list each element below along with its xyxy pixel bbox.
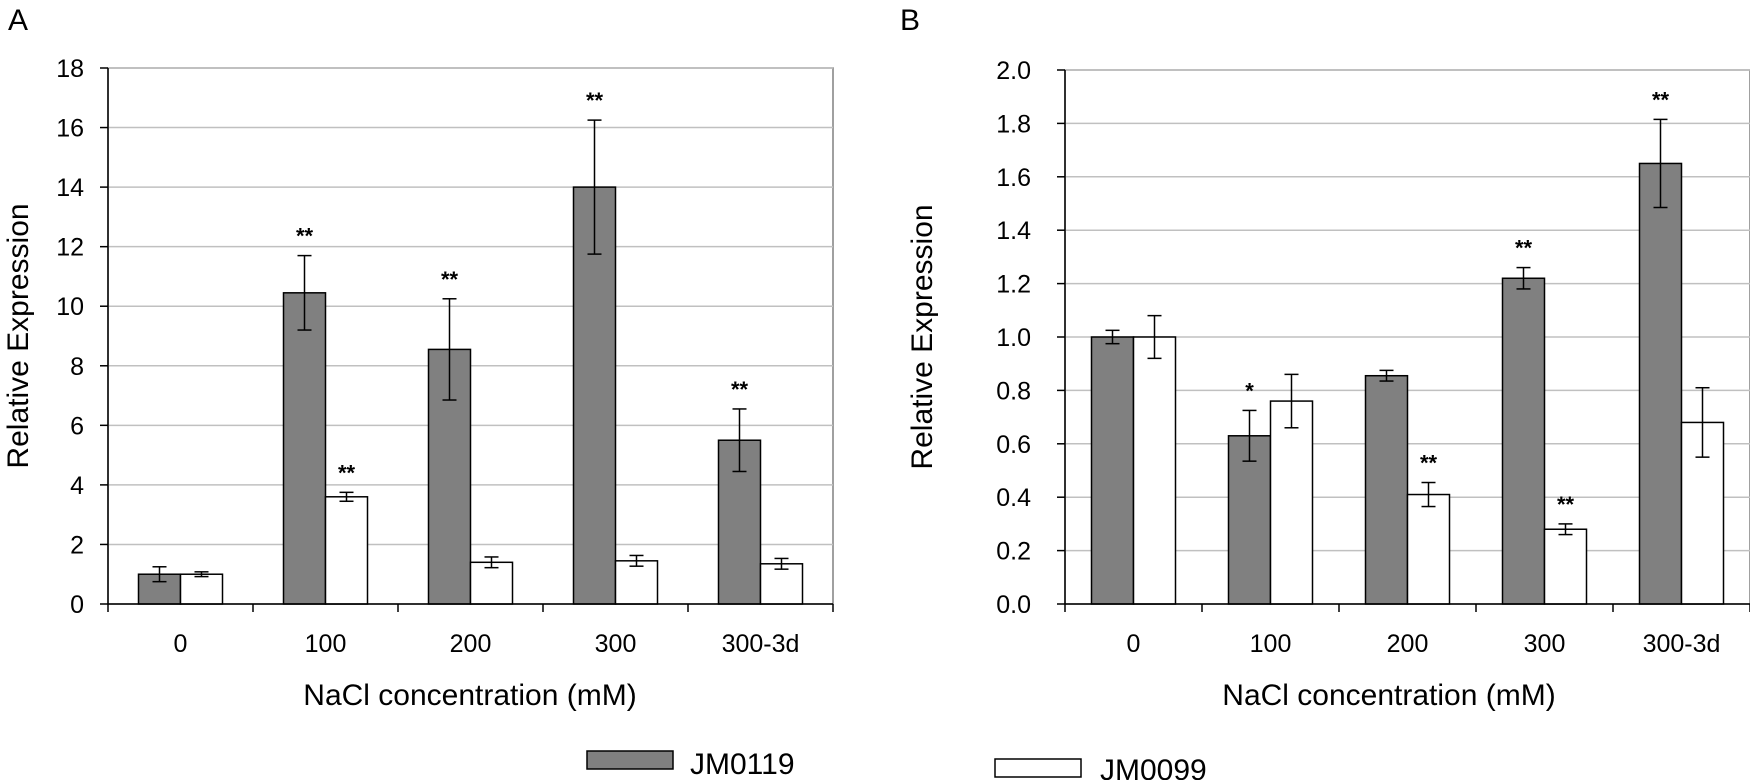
plot-a-significance-jm0119: ** <box>296 224 314 249</box>
panel-label-b: B <box>900 4 920 37</box>
plot-a-bar-jm0099-200 <box>469 561 514 605</box>
plot-b-xtick-label: 200 <box>1387 630 1429 658</box>
legend-label-jm0119: JM0119 <box>690 748 795 780</box>
legend: JM0119 JM0099 <box>586 748 1207 780</box>
panel-label-a: A <box>8 4 28 37</box>
plot-a-ytick-label: 12 <box>56 234 84 262</box>
plot-b-ytick-label: 1.6 <box>996 164 1031 192</box>
plot-b-ytick-label: 1.4 <box>996 217 1031 245</box>
plot-a-x-axis-title: NaCl concentration (mM) <box>303 679 636 712</box>
plot-b-ytick-label: 1.8 <box>996 110 1031 138</box>
plot-a-xtick-label: 300-3d <box>722 630 800 658</box>
plot-a-significance-jm0099: ** <box>338 460 356 485</box>
plot-b-significance-jm0099: ** <box>1557 492 1575 517</box>
plot-a-ytick-label: 8 <box>70 353 84 381</box>
plot-b-ytick-label: 0.8 <box>996 377 1031 405</box>
plot-b-bar-jm0119-300-3d <box>1638 162 1683 605</box>
plot-a-ytick-label: 16 <box>56 115 84 143</box>
plot-b-significance-jm0119: ** <box>1515 236 1533 261</box>
plot-b-ytick-label: 0.6 <box>996 431 1031 459</box>
plot-b-xtick-label: 0 <box>1127 630 1141 658</box>
plot-b-ytick-label: 2.0 <box>996 57 1031 85</box>
plot-a-bar-jm0099-100 <box>324 496 369 605</box>
plot-a-xtick-label: 200 <box>450 630 492 658</box>
plot-b-xtick-label: 100 <box>1250 630 1292 658</box>
plot-a-bar-jm0119-100 <box>282 292 327 605</box>
plot-b-ytick-label: 0.0 <box>996 591 1031 619</box>
plot-a-significance-jm0119: ** <box>441 267 459 292</box>
legend-label-jm0099: JM0099 <box>1100 754 1207 780</box>
plot-a-ytick-label: 10 <box>56 293 84 321</box>
legend-swatch-jm0099 <box>994 758 1082 778</box>
plot-b-x-axis-title: NaCl concentration (mM) <box>1222 679 1555 712</box>
plot-a-ytick-label: 18 <box>56 55 84 83</box>
plot-a-bar-jm0099-300 <box>614 560 659 605</box>
plot-b-ytick-label: 1.2 <box>996 271 1031 299</box>
plot-a-ytick-label: 2 <box>70 531 84 559</box>
plot-a-xtick-label: 0 <box>174 630 188 658</box>
plot-b-y-axis-title: Relative Expression <box>906 204 939 469</box>
plot-b-bar-jm0099-0 <box>1132 336 1177 605</box>
plot-a-significance-jm0119: ** <box>586 88 604 113</box>
plot-a-bar-jm0099-300-3d <box>759 563 804 605</box>
plot-b-xtick-label: 300 <box>1524 630 1566 658</box>
panel-b: B 0.0 0.2 0.4 0.6 0.8 1.0 1.2 1.4 1.6 1.8 2.0 0 * 100… <box>900 4 1750 712</box>
plot-b-significance-jm0119: * <box>1245 378 1254 403</box>
plot-a-xtick-label: 100 <box>305 630 347 658</box>
plot-a-ytick-label: 6 <box>70 412 84 440</box>
plot-b-bar-jm0099-300 <box>1543 528 1588 605</box>
plot-a-bar-jm0099-0 <box>179 573 224 605</box>
plot-b-significance-jm0119: ** <box>1652 87 1670 112</box>
plot-b-bar-jm0099-100 <box>1269 400 1314 605</box>
plot-b-ytick-label: 0.2 <box>996 538 1031 566</box>
plot-b-bar-jm0119-0 <box>1090 336 1135 605</box>
legend-swatch-jm0119 <box>586 750 674 770</box>
plot-b-xtick-label: 300-3d <box>1643 630 1721 658</box>
plot-a-bar-jm0119-300 <box>572 186 617 605</box>
plot-b-ytick-label: 0.4 <box>996 484 1031 512</box>
plot-a-ytick-label: 14 <box>56 174 84 202</box>
plot-a-significance-jm0119: ** <box>731 377 749 402</box>
plot-b-bar-jm0099-200 <box>1406 493 1451 605</box>
plot-b-bar-jm0119-200 <box>1364 374 1409 605</box>
plot-b-significance-jm0099: ** <box>1420 451 1438 476</box>
plot-a-xtick-label: 300 <box>595 630 637 658</box>
plot-a-y-axis-title: Relative Expression <box>2 203 35 468</box>
plot-b-ytick-label: 1.0 <box>996 324 1031 352</box>
plot-b-bar-jm0119-100 <box>1227 435 1272 605</box>
plot-b-bar-jm0119-300 <box>1501 277 1546 605</box>
plot-a-ytick-label: 4 <box>70 472 84 500</box>
plot-a-ytick-label: 0 <box>70 591 84 619</box>
panel-a: A 0 2 4 6 8 10 12 14 16 18 0 ** ** 100 ** 200 ** 300 ** 300… <box>2 4 834 712</box>
